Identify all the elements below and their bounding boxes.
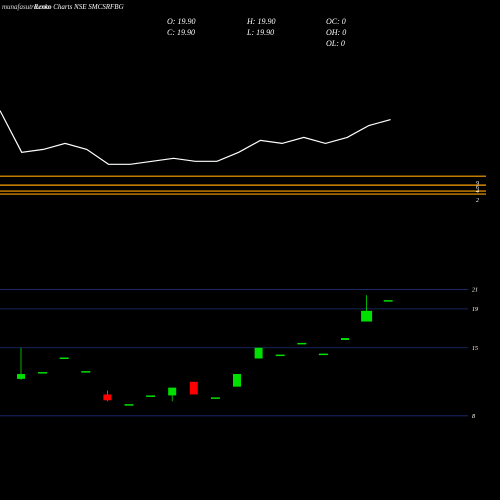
candle-body <box>103 394 112 401</box>
close-value: C: 19.90 <box>167 28 195 37</box>
chart-title: Renko Charts NSE SMCSRFBG <box>34 3 124 11</box>
candle-body <box>254 347 263 359</box>
oh-value: OH: 0 <box>326 28 347 37</box>
level-label: 9 <box>476 181 479 187</box>
low-value: L: 19.90 <box>247 28 275 37</box>
watermark: munafasutra.com <box>2 3 51 11</box>
oc-value: OC: 0 <box>326 17 346 26</box>
indicator-panel: 964 2 <box>0 110 486 204</box>
candle-body <box>361 310 373 322</box>
candle-body <box>318 353 328 356</box>
open-value: O: 19.90 <box>167 17 196 26</box>
level-label: 4 <box>476 188 479 195</box>
candle-body <box>189 381 198 395</box>
candle-body <box>383 300 393 302</box>
candle-body <box>233 374 241 387</box>
y-tick-label: 8 <box>472 414 475 420</box>
high-value: H: 19.90 <box>247 17 276 26</box>
candlestick-panel: 21 19 15 8 <box>0 287 478 420</box>
candle-body <box>38 372 48 374</box>
y-tick-label: 15 <box>472 346 478 352</box>
candle-body <box>59 357 69 359</box>
candle-body <box>168 387 177 396</box>
y-tick-label: 21 <box>472 287 478 293</box>
ol-value: OL: 0 <box>326 39 345 48</box>
candle-body <box>146 395 156 397</box>
candle-body <box>17 374 25 379</box>
level-label: 6 <box>476 185 479 191</box>
candle-body <box>210 397 220 399</box>
y-tick-label: 19 <box>472 307 478 313</box>
candle-body <box>297 342 307 345</box>
candle-body <box>81 371 91 373</box>
candle-body <box>341 338 349 340</box>
level-label: 2 <box>476 198 479 204</box>
candle-body <box>275 354 285 357</box>
indicator-line <box>0 110 391 165</box>
candle-body <box>124 404 134 406</box>
